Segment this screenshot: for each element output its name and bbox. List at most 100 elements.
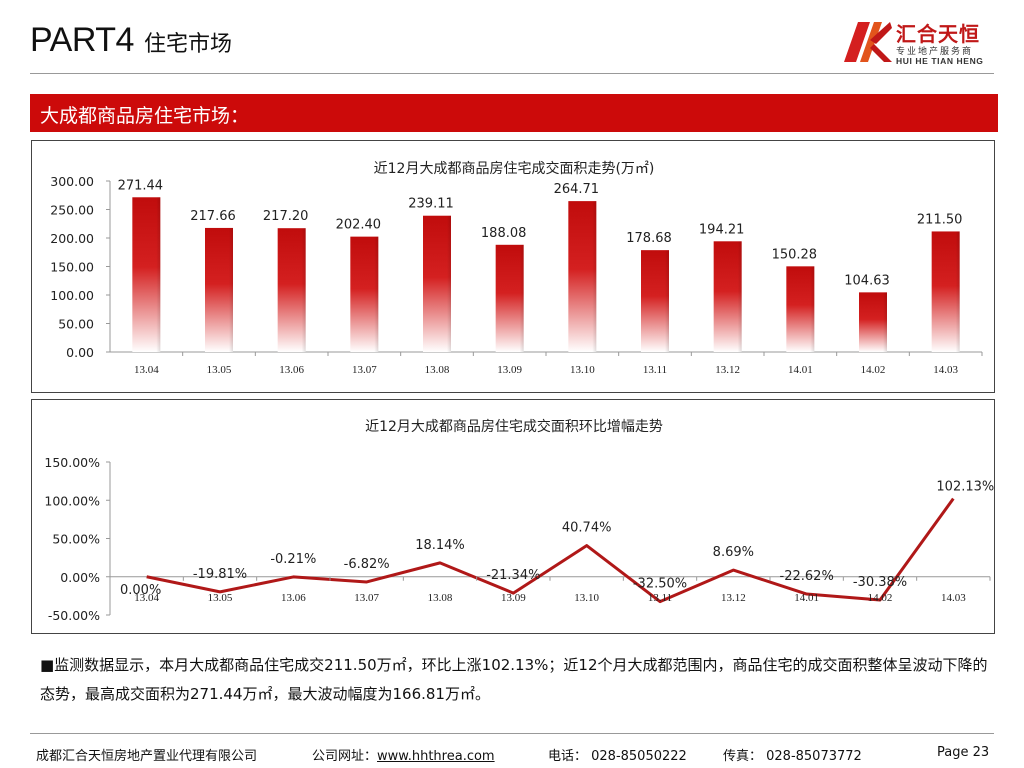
line-value-label: -19.81% [193,567,247,582]
bar-x-tick-label: 13.04 [134,364,159,376]
bar-x-tick-label: 13.11 [643,364,667,376]
bar [931,231,960,352]
bar-shade [374,236,379,352]
bar [205,227,233,352]
bar [495,244,524,352]
bar-value-label: 178.68 [626,231,672,246]
line-y-tick-label: 50.00% [52,532,100,547]
footer-website-label: 公司网址： [312,749,378,764]
footer-fax: 传真： 028-85073772 [723,749,862,764]
bar-x-tick-label: 13.08 [425,364,450,376]
bar-shade [592,201,597,352]
line-value-label: -6.82% [344,557,390,572]
logo-tagline: 专业地产服务商 [896,47,974,57]
bar-value-label: 104.63 [844,273,890,288]
bar [859,292,887,352]
line-chart-panel: 近12月大成都商品房住宅成交面积环比增幅走势 -50.00% 0.00% 50.00%… [31,399,995,634]
bar-x-tick-label: 13.12 [715,364,740,376]
line-y-tick-label: -50.00% [48,608,100,623]
banner-text: 大成都商品房住宅市场： [40,105,250,127]
line-y-tick-label: 100.00% [44,493,100,508]
line-x-tick-label: 14.01 [794,592,819,604]
footer-website-link[interactable]: www.hhthrea.com [377,749,495,764]
bar-shade [519,244,524,352]
line-x-tick-label: 13.12 [721,592,746,604]
line-x-tick-label: 13.05 [208,592,233,604]
bar-chart: 近12月大成都商品房住宅成交面积走势(万㎡) 0.00 50.00 100.00 150… [50,160,983,376]
line-value-label: -30.38% [853,575,907,590]
footer-page-number: Page 23 [937,745,990,760]
section-subtitle: 住宅市场 [143,32,232,57]
header-divider [30,73,994,74]
bar [568,201,597,352]
bar-shade [156,197,161,352]
line-value-label: 8.69% [713,545,754,560]
bar-x-tick-label: 14.02 [861,364,886,376]
bar-shade [883,292,887,352]
bar [423,215,451,352]
bar-y-tick-label: 0.00 [66,345,94,360]
bar-x-tick-label: 13.06 [279,364,304,376]
line-x-tick-label: 13.06 [281,592,306,604]
bar-x-tick-label: 13.10 [570,364,595,376]
line-value-label: 102.13% [936,480,994,495]
bar-value-label: 239.11 [408,197,454,212]
bar-y-tick-label: 50.00 [58,317,94,332]
line-x-tick-label: 14.03 [941,592,966,604]
line-value-label: 0.00% [120,583,161,598]
page-title: PART4 住宅市场 [30,20,232,65]
bar-y-tick-label: 100.00 [50,288,94,303]
section-banner: 大成都商品房住宅市场： [30,94,998,132]
footer-divider [30,733,994,734]
bar [277,228,306,352]
series-line [146,497,955,604]
bar-value-label: 217.66 [190,209,236,224]
line-x-tick-label: 13.04 [134,592,159,604]
summary-note: ■监测数据显示，本月大成都商品住宅成交211.50万㎡，环比上涨102.13%；… [40,656,988,703]
bar-value-label: 194.21 [699,222,745,237]
line-value-label: -0.21% [270,552,316,567]
bar [641,250,669,352]
line-x-tick-label: 13.10 [574,592,599,604]
company-logo: 汇合天恒 专业地产服务商 HUI HE TIAN HENG [840,18,1000,68]
bar-x-tick-label: 13.05 [207,364,232,376]
bar-chart-panel: 近12月大成都商品房住宅成交面积走势(万㎡) 0.00 50.00 100.00 150… [31,140,995,393]
footer-company: 成都汇合天恒房地产置业代理有限公司 [36,749,258,764]
bar-y-tick-label: 200.00 [50,231,94,246]
bar-value-label: 188.08 [481,226,527,241]
logo-name-cn: 汇合天恒 [896,22,980,46]
bar-shade [955,231,960,352]
bar-shade [737,241,742,352]
part-label: PART4 [30,21,134,59]
line-y-tick-label: 0.00% [60,570,100,585]
bar-shade [447,215,451,352]
bar [713,241,742,352]
bar-value-label: 271.44 [118,178,164,193]
line-value-label: -32.50% [633,577,687,592]
line-value-label: 18.14% [415,538,465,553]
bar-x-tick-label: 13.07 [352,364,377,376]
bar-chart-title: 近12月大成都商品房住宅成交面积走势(万㎡) [374,160,655,177]
bar-x-tick-label: 14.03 [933,364,958,376]
footer-phone: 电话： 028-85050222 [548,749,687,764]
bar-value-label: 211.50 [917,212,963,227]
line-value-label: -22.62% [780,569,834,584]
bar-x-tick-label: 14.01 [788,364,813,376]
line-x-tick-label: 13.11 [648,592,672,604]
bar-y-tick-label: 150.00 [50,260,94,275]
bar-value-label: 202.40 [336,218,382,233]
bar [350,236,379,352]
line-x-tick-label: 13.07 [354,592,379,604]
bar-shade [810,266,815,352]
bar-value-label: 217.20 [263,209,309,224]
line-x-tick-label: 14.02 [868,592,893,604]
line-chart: 近12月大成都商品房住宅成交面积环比增幅走势 -50.00% 0.00% 50.00%… [44,418,994,623]
line-x-tick-label: 13.09 [501,592,526,604]
bar-shade [301,228,306,352]
line-value-label: -21.34% [486,568,540,583]
logo-mark-icon [844,22,892,62]
logo-name-en: HUI HE TIAN HENG [896,56,984,66]
line-x-tick-label: 13.08 [428,592,453,604]
bar-x-tick-label: 13.09 [497,364,522,376]
footer-website: 公司网址：www.hhthrea.com [312,745,495,764]
